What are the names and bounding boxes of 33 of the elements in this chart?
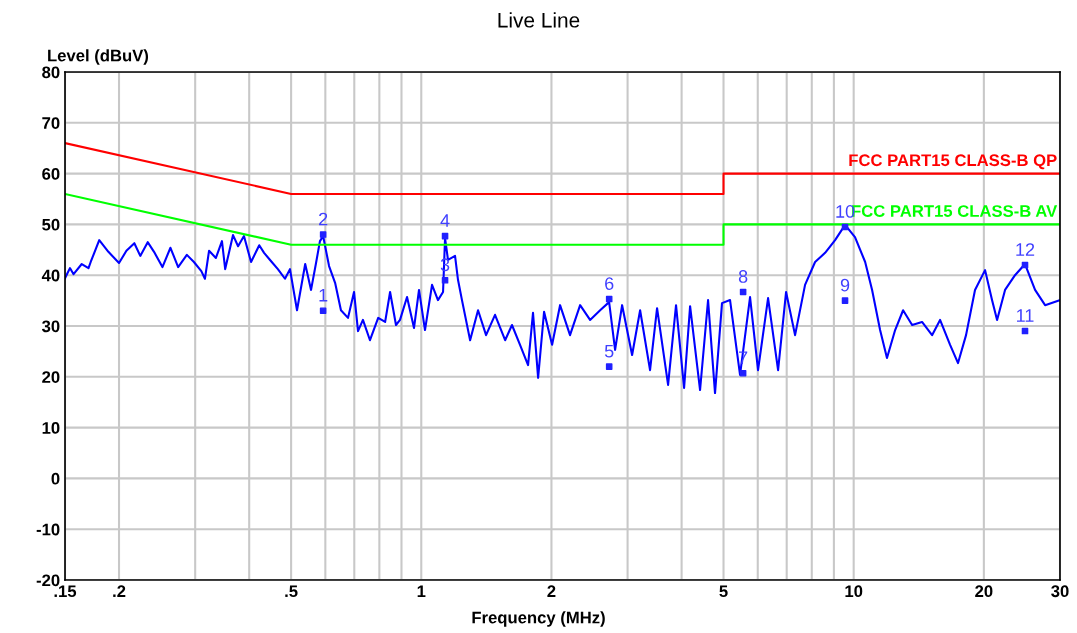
y-tick-label: 30 xyxy=(41,320,60,333)
y-tick-label: 80 xyxy=(42,66,60,79)
annotation: 6 xyxy=(605,277,614,290)
x-tick-label: 5 xyxy=(719,585,728,598)
annotation: 11 xyxy=(1017,309,1034,322)
annotation: 1 xyxy=(319,289,328,302)
annotation: 9 xyxy=(840,278,850,292)
y-tick-label: 70 xyxy=(42,117,60,129)
y-tick-label: 0 xyxy=(51,472,60,485)
y-tick-label: 40 xyxy=(41,269,60,282)
series-label: FCC PART15 CLASS-B QP xyxy=(849,154,1057,170)
annotation: 8 xyxy=(738,270,748,283)
y-axis-title: Level (dBuV) xyxy=(48,49,149,65)
chart-title: Live Line xyxy=(498,12,580,28)
x-tick-label: .15 xyxy=(54,585,77,598)
y-tick-label: 10 xyxy=(42,422,60,434)
y-tick-label: -10 xyxy=(36,523,60,536)
x-tick-label: 20 xyxy=(975,585,993,598)
x-tick-label: 10 xyxy=(845,585,863,598)
annotation: 12 xyxy=(1016,243,1035,256)
x-tick-label: 1 xyxy=(417,585,426,597)
annotation: 2 xyxy=(319,212,328,226)
annotation: 4 xyxy=(440,214,450,227)
x-tick-label: .2 xyxy=(113,585,126,597)
x-tick-label: 30 xyxy=(1051,585,1069,598)
x-tick-label: .5 xyxy=(285,585,298,598)
y-tick-label: 50 xyxy=(42,218,60,231)
annotation: 5 xyxy=(604,344,614,358)
x-tick-label: 2 xyxy=(547,585,556,597)
y-tick-label: -20 xyxy=(36,574,60,587)
x-axis-title: Frequency (MHz) xyxy=(472,611,605,627)
y-tick-label: 20 xyxy=(42,371,60,383)
y-tick-label: 60 xyxy=(42,168,60,180)
